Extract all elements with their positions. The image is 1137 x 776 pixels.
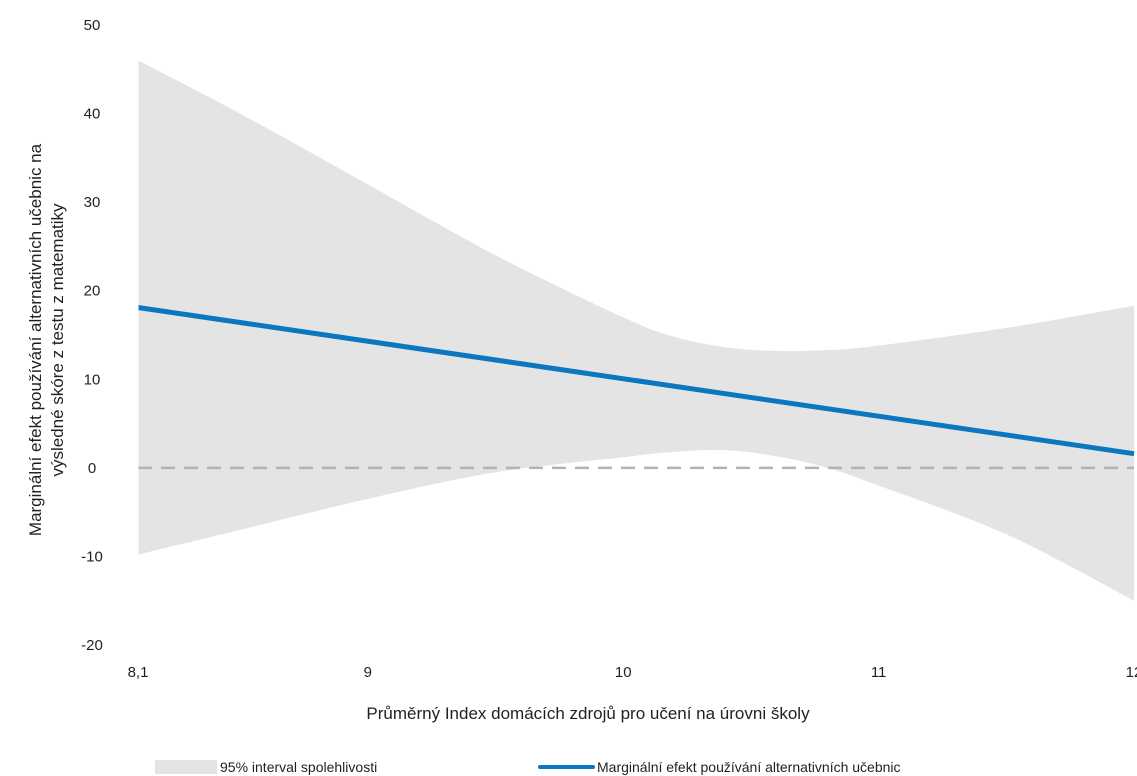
x-tick-label: 10	[615, 664, 632, 681]
legend-line-label: Marginální efekt používání alternativníc…	[597, 759, 901, 775]
y-tick-label: 10	[84, 371, 101, 388]
series-line-marginal-effect	[137, 305, 1135, 457]
legend: 95% interval spolehlivosti Marginální ef…	[0, 758, 1137, 776]
series-layer	[137, 305, 1135, 457]
legend-item-marginal-effect: Marginální efekt používání alternativníc…	[538, 758, 901, 776]
x-tick-label: 11	[871, 664, 887, 681]
y-tick-label: -20	[81, 637, 103, 654]
x-tick-label: 12	[1126, 664, 1137, 681]
y-tick-label: 50	[84, 17, 101, 34]
y-tick-label: 30	[84, 194, 101, 211]
legend-item-confidence-band: 95% interval spolehlivosti	[155, 758, 377, 776]
axis-layer: 50 40 30 20 10 0 -10 -20 8,1 9 10 11 12	[81, 17, 1137, 681]
legend-band-label: 95% interval spolehlivosti	[220, 759, 378, 775]
x-tick-label: 9	[364, 664, 372, 681]
x-axis-title: Průměrný Index domácích zdrojů pro učení…	[366, 704, 810, 723]
y-tick-label: 0	[88, 460, 96, 477]
legend-line-swatch	[538, 765, 595, 769]
y-tick-label: -10	[81, 548, 103, 565]
confidence-band	[138, 60, 1134, 601]
legend-band-swatch	[155, 760, 217, 774]
x-tick-label: 8,1	[128, 664, 149, 681]
y-tick-label: 20	[84, 283, 101, 300]
y-tick-label: 40	[84, 106, 101, 123]
confidence-band-layer	[138, 60, 1134, 601]
y-axis-title-line-2: výsledné skóre z testu z matematiky	[48, 203, 67, 477]
y-axis-title-line-1: Marginální efekt používání alternativníc…	[26, 143, 45, 536]
